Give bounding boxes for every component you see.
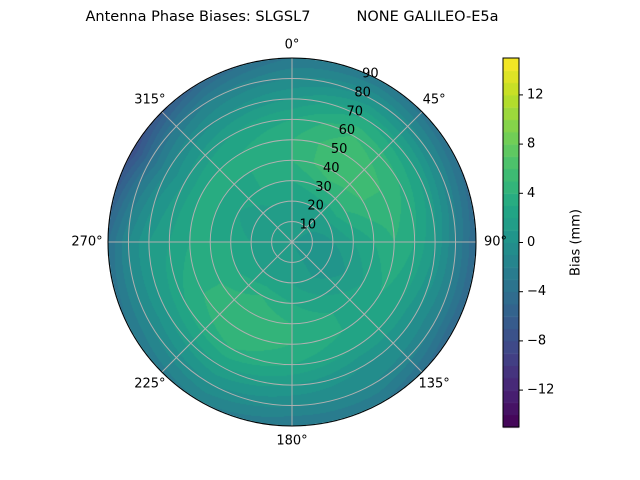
colorbar-tick-label: −12 (527, 383, 554, 398)
azimuth-tick-label: 45° (423, 92, 446, 107)
radial-tick-label: 70 (346, 104, 363, 119)
colorbar-tick-label: 12 (527, 87, 544, 102)
azimuth-tick-label: 315° (134, 92, 165, 107)
colorbar-tick-label: 4 (527, 186, 535, 201)
angular-gridline (291, 111, 423, 243)
angular-gridline (161, 111, 293, 243)
angular-gridline (161, 241, 293, 373)
azimuth-tick-label: 135° (418, 377, 449, 392)
colorbar-label: Bias (mm) (569, 209, 584, 276)
colorbar-tick-label: −8 (527, 333, 546, 348)
radial-tick-label: 20 (307, 199, 324, 214)
angular-gridline (291, 241, 423, 373)
colorbar-tick-label: 0 (527, 235, 535, 250)
chart-title: Antenna Phase Biases: SLGSL7 NONE GALILE… (85, 9, 499, 25)
radial-tick-label: 50 (331, 142, 348, 157)
azimuth-tick-label: 0° (285, 38, 300, 53)
colorbar-tick-label: −4 (527, 284, 546, 299)
radial-tick-label: 60 (339, 123, 356, 138)
polar-frame (107, 57, 477, 427)
radial-tick-label: 40 (323, 161, 340, 176)
azimuth-tick-label: 180° (276, 434, 307, 449)
azimuth-tick-label: 90° (484, 235, 507, 250)
radial-tick-label: 90 (362, 67, 379, 82)
radial-tick-label: 10 (300, 218, 317, 233)
azimuth-tick-label: 270° (71, 235, 102, 250)
radial-tick-label: 30 (315, 180, 332, 195)
colorbar-tick-label: 8 (527, 137, 535, 152)
azimuth-tick-label: 225° (134, 377, 165, 392)
radial-tick-label: 80 (354, 85, 371, 100)
